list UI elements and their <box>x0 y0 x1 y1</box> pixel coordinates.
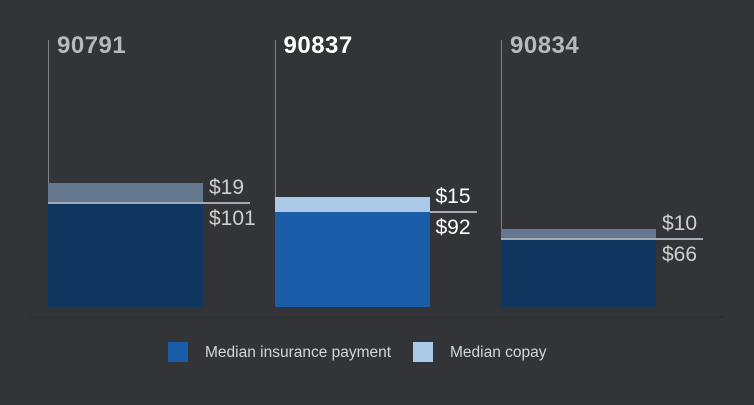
value-separator-line <box>429 211 477 214</box>
chart-panel-90834: 90834 $10 $66 <box>501 0 727 405</box>
value-separator-line <box>48 201 250 204</box>
insurance-legend-label: Median insurance payment <box>205 344 392 361</box>
insurance-bar <box>501 239 656 307</box>
insurance-value-label: $92 <box>435 216 471 240</box>
insurance-value-label: $101 <box>209 206 256 230</box>
value-separator-line <box>501 238 703 241</box>
chart-legend: Median insurance payment Median copay <box>0 340 754 366</box>
copay-bar <box>48 183 203 203</box>
panel-title: 90834 <box>510 32 580 59</box>
insurance-value-label: $66 <box>662 243 698 267</box>
chart-baseline <box>30 316 724 318</box>
copay-legend-swatch <box>413 342 433 362</box>
panel-title: 90837 <box>283 32 353 59</box>
copay-value-label: $19 <box>209 175 245 199</box>
y-axis-line <box>501 40 502 307</box>
copay-bar <box>501 228 656 240</box>
copay-bar <box>274 196 430 213</box>
copay-value-label: $10 <box>662 212 698 236</box>
copay-legend-label: Median copay <box>450 344 547 361</box>
chart-panel-90837: 90837 $15 $92 <box>274 0 501 405</box>
insurance-legend-swatch <box>168 342 188 362</box>
y-axis-line <box>274 40 276 307</box>
copay-value-label: $15 <box>435 185 471 209</box>
insurance-bar <box>48 202 203 307</box>
insurance-bar <box>274 212 430 307</box>
chart-panel-90791: 90791 $19 $101 <box>48 0 274 405</box>
y-axis-line <box>48 40 49 307</box>
panel-title: 90791 <box>57 32 127 59</box>
